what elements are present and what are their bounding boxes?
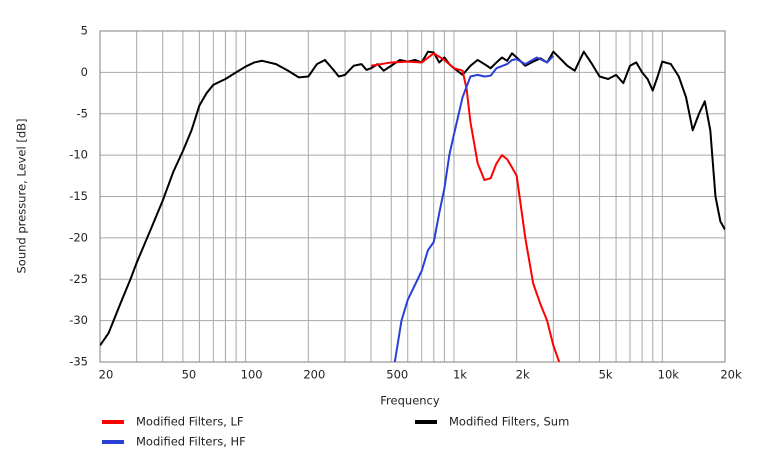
x-tick-label: 500 (386, 368, 408, 382)
x-tick-label: 20 (99, 368, 114, 382)
x-tick-label: 20k (720, 368, 742, 382)
y-tick-label: 0 (81, 65, 88, 79)
x-axis-label: Frequency (380, 394, 440, 408)
x-tick-label: 100 (241, 368, 263, 382)
legend-label: Modified Filters, Sum (449, 415, 569, 429)
plot-area (100, 50, 725, 362)
x-tick-label: 10k (658, 368, 680, 382)
y-tick-label: 5 (81, 24, 88, 38)
y-tick-label: -5 (77, 106, 88, 120)
x-tick-label: 2k (516, 368, 530, 382)
y-tick-label: -15 (69, 189, 88, 203)
x-tick-label: 50 (182, 368, 197, 382)
legend-swatch (102, 440, 124, 444)
series-line (393, 55, 555, 362)
y-tick-label: -35 (69, 355, 88, 369)
legend-label: Modified Filters, LF (136, 415, 244, 429)
legend-swatch (415, 420, 437, 424)
legend-label: Modified Filters, HF (136, 435, 246, 449)
x-tick-label: 1k (453, 368, 467, 382)
y-tick-label: -30 (69, 313, 88, 327)
y-tick-label: -10 (69, 148, 88, 162)
x-tick-label: 5k (599, 368, 613, 382)
y-tick-label: -20 (69, 230, 88, 244)
legend-swatch (102, 420, 124, 424)
x-tick-label: 200 (303, 368, 325, 382)
plot-frame (99, 30, 726, 363)
series-line (370, 52, 561, 362)
y-tick-label: -25 (69, 272, 88, 286)
y-axis-label: Sound pressure, Level [dB] (15, 118, 29, 273)
